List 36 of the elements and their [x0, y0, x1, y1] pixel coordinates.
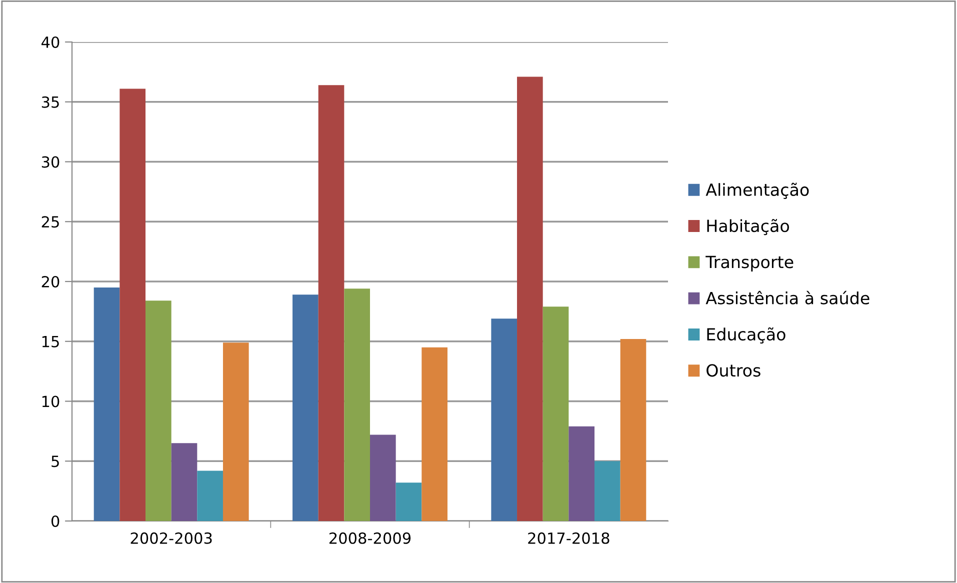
legend-label: Transporte: [706, 256, 794, 272]
y-tick-label: 40: [42, 36, 60, 48]
bar: [197, 470, 223, 521]
bar: [568, 426, 594, 521]
bar: [370, 434, 396, 521]
x-tick-label: 2017-2018: [528, 532, 610, 544]
y-tick-label: 0: [51, 515, 60, 528]
bar: [620, 338, 646, 521]
legend-label: Habitação: [707, 218, 789, 236]
y-tick-label: 15: [42, 336, 59, 348]
y-tick-label: 35: [42, 96, 59, 108]
bar: [542, 306, 569, 521]
bar: [120, 88, 146, 521]
legend-label: Educação: [707, 327, 786, 344]
x-tick-label: 2008-2009: [329, 532, 411, 544]
y-tick-label: 10: [42, 396, 60, 408]
bar: [222, 342, 249, 521]
bar: [396, 482, 422, 521]
bar: [517, 76, 543, 521]
legend-label: Alimentação: [706, 182, 809, 199]
legend-label: Outros: [706, 364, 760, 377]
x-tick-label: 2002-2003: [130, 532, 212, 544]
y-tick-label: 20: [42, 276, 60, 288]
bar: [318, 85, 344, 521]
y-tick-label: 30: [42, 156, 60, 168]
legend-label: Assistência à saúde: [706, 290, 870, 304]
y-tick-label: 25: [42, 216, 59, 228]
bar: [344, 288, 370, 521]
y-tick-label: 5: [52, 456, 59, 468]
bar: [94, 287, 120, 521]
bar: [594, 461, 620, 521]
bar: [171, 443, 198, 521]
bar: [422, 347, 448, 521]
bar: [146, 300, 172, 521]
bar: [491, 318, 518, 521]
bar: [292, 294, 318, 521]
